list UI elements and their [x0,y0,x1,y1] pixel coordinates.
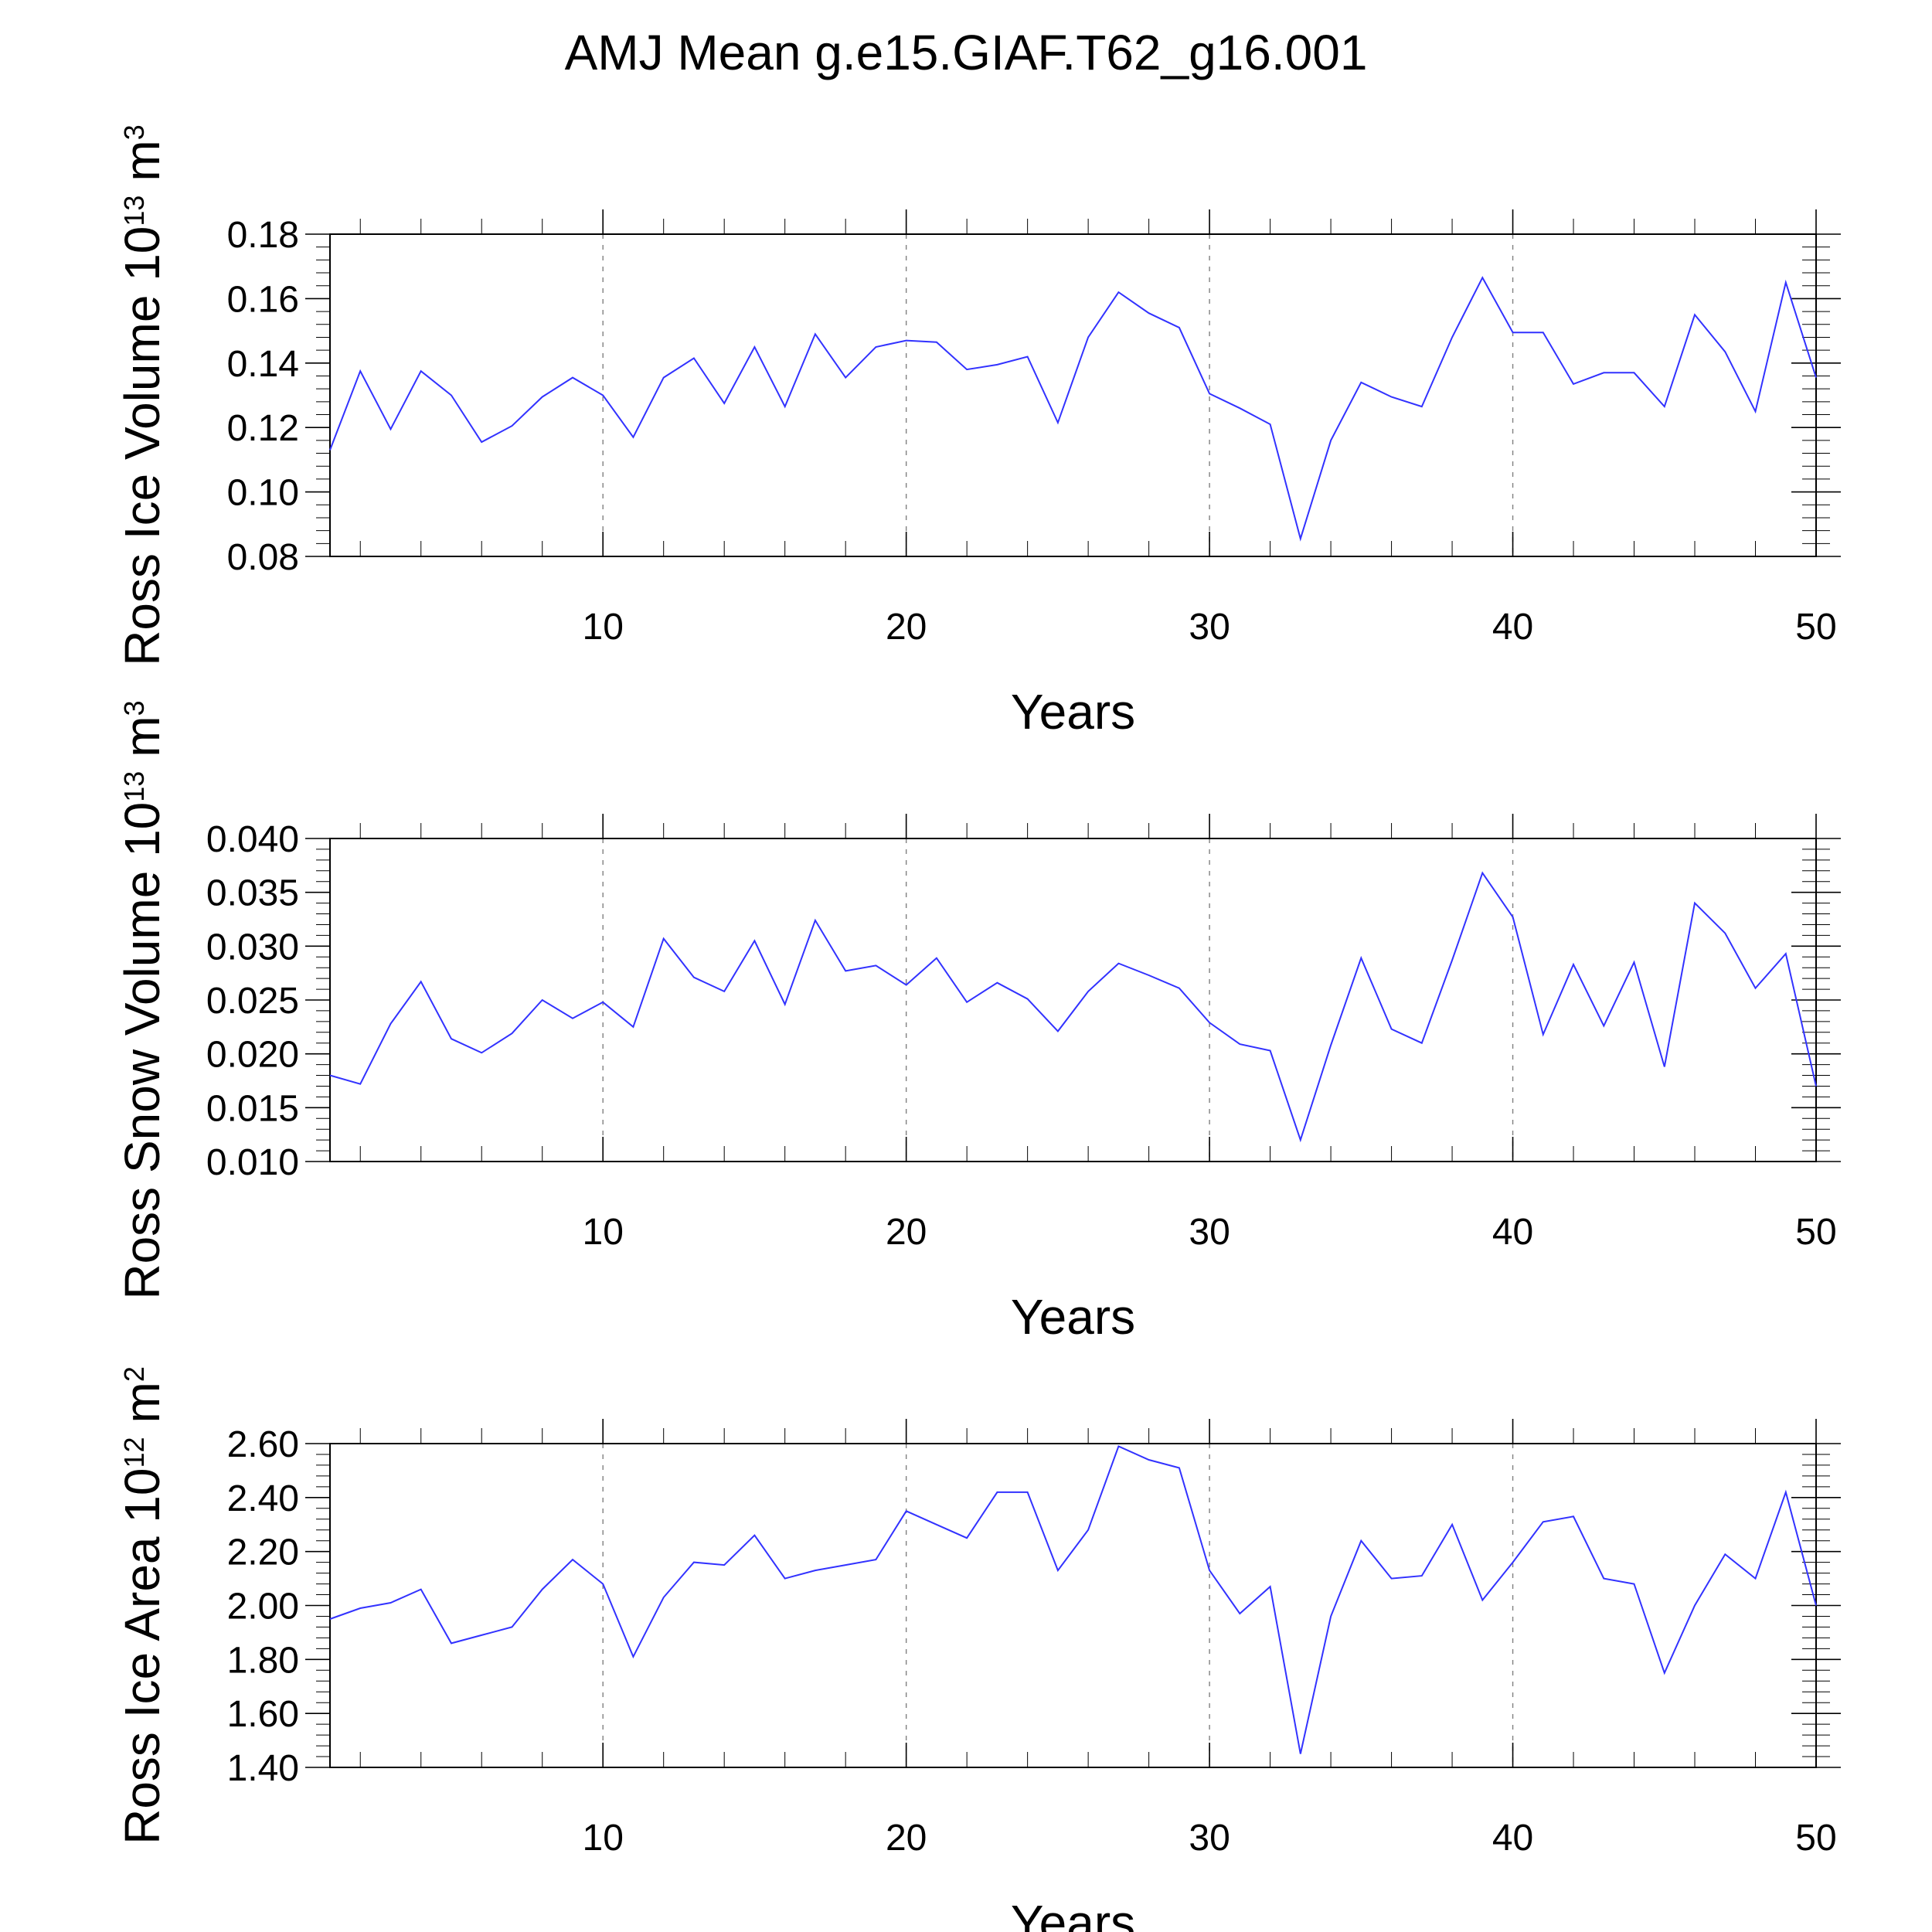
x-tick-label: 10 [583,1212,624,1253]
x-tick-label: 20 [886,607,927,648]
y-axis-title-ylabel-unit-exp: 2 [118,1366,150,1382]
figure-title: AMJ Mean g.e15.GIAF.T62_g16.001 [565,25,1368,80]
y-tick-label: 0.10 [227,473,299,514]
x-tick-label: 40 [1492,1212,1533,1253]
y-axis-title-ylabel: Ross Ice Area 10 [114,1468,170,1845]
y-axis-title-ylabel-unit: m [114,1382,170,1423]
y-axis-title-ylabel: Ross Snow Volume 10 [114,802,170,1300]
y-axis-title-ylabel-exp: 12 [118,1437,150,1468]
x-tick-label: 10 [583,607,624,648]
series-line-ice-volume [329,276,1817,542]
y-axis-title-ylabel-unit: m [114,140,170,181]
panel-snow-volume: 0.010 0.015 0.020 0.025 0.030 0.035 0.040 10 20 3… [114,700,1841,1345]
y-tick-label: 2.20 [227,1532,299,1573]
y-tick-label: 1.40 [227,1748,299,1789]
y-tick-label: 0.025 [206,981,299,1022]
y-axis-title-ylabel-exp: 13 [118,196,150,226]
x-tick-label: 50 [1795,1212,1836,1253]
y-axis-title-ylabel-exp: 13 [118,771,150,802]
x-tick-label: 40 [1492,607,1533,648]
y-tick-label: 0.040 [206,819,299,860]
x-tick-label: 30 [1189,1212,1230,1253]
y-tick-label: 1.80 [227,1640,299,1681]
x-tick-label: 30 [1189,1818,1230,1859]
y-tick-label: 0.16 [227,279,299,320]
plot-frame [329,233,1817,557]
x-tick-label: 30 [1189,607,1230,648]
y-tick-label: 0.18 [227,215,299,256]
x-tick-label: 20 [886,1818,927,1859]
x-tick-label: 10 [583,1818,624,1859]
y-tick-label: 0.08 [227,537,299,578]
y-tick-label: 2.60 [227,1424,299,1465]
y-axis-title-ylabel-unit: m [114,716,170,757]
y-axis-title: Ross Ice Area 1012 m2 [114,1366,170,1845]
y-tick-label: 2.40 [227,1478,299,1519]
y-tick-label: 0.14 [227,344,299,385]
panel-ice-volume: 0.08 0.10 0.12 0.14 0.16 0.18 10 20 30 40 50 Years R… [114,124,1841,740]
y-tick-label: 0.010 [206,1142,299,1183]
y-axis-title-text: Ross Ice Area 1012 m2 [114,1366,170,1845]
y-tick-label: 0.030 [206,927,299,968]
y-axis-title-ylabel: Ross Ice Volume 10 [114,226,170,666]
y-axis-title-text: Ross Ice Volume 1013 m3 [114,124,170,666]
x-tick-label: 50 [1795,1818,1836,1859]
plot-frame [329,838,1817,1162]
panel-ice-area: 1.40 1.60 1.80 2.00 2.20 2.40 2.60 10 20 30 40 50 Ye… [114,1366,1841,1932]
x-tick-label: 40 [1492,1818,1533,1859]
y-axis-title: Ross Snow Volume 1013 m3 [114,700,170,1299]
y-tick-label: 0.020 [206,1035,299,1076]
plot-frame [329,1443,1817,1768]
y-axis-title-ylabel-unit-exp: 3 [118,700,150,716]
y-axis-title-text: Ross Snow Volume 1013 m3 [114,700,170,1299]
x-axis-title: Years [1011,1895,1135,1932]
y-tick-label: 2.00 [227,1587,299,1628]
y-axis-title: Ross Ice Volume 1013 m3 [114,124,170,666]
series-line-snow-volume [329,871,1817,1143]
x-axis-title: Years [1011,684,1135,740]
x-axis-title: Years [1011,1289,1135,1345]
y-tick-label: 0.015 [206,1088,299,1129]
x-tick-label: 20 [886,1212,927,1253]
series-line-ice-area [329,1445,1817,1754]
y-tick-label: 0.035 [206,873,299,914]
y-axis-title-ylabel-unit-exp: 3 [118,124,150,140]
x-tick-label: 50 [1795,607,1836,648]
y-tick-label: 1.60 [227,1694,299,1735]
y-tick-label: 0.12 [227,408,299,449]
